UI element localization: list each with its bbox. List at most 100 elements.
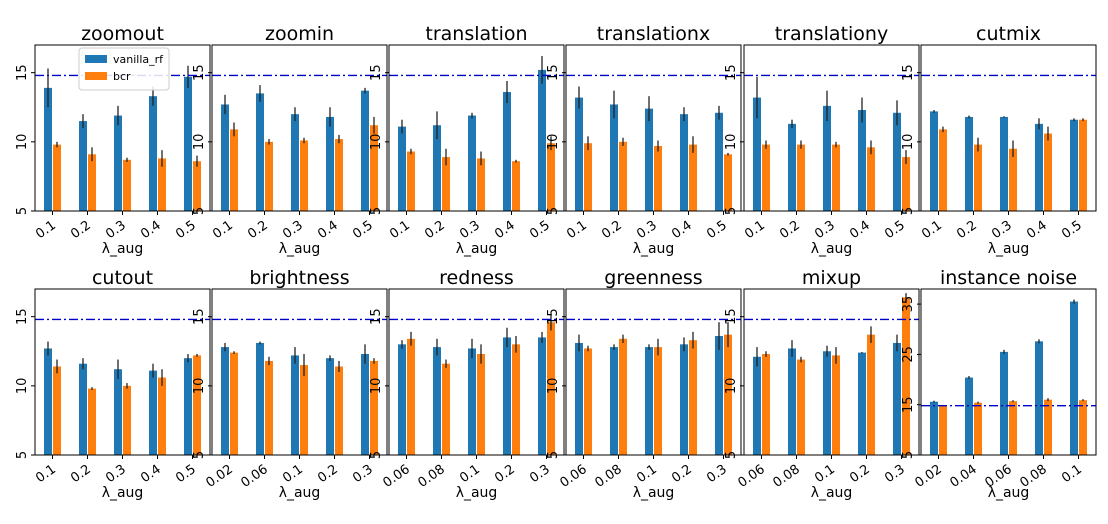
x-tick-label: 0.5 [350,218,376,242]
bar-bcr-0.06 [1009,401,1017,455]
x-axis-label: λ_aug [102,485,144,501]
bar-bcr-0.2 [442,157,450,211]
bar-bcr-0.1 [53,366,61,455]
bar-bcr-0.2 [512,344,520,455]
bar-vanilla_rf-0.3 [538,337,546,455]
bar-bcr-0.08 [619,338,627,455]
y-tick-label: 15 [724,308,739,325]
subplot-title: redness [439,267,514,289]
subplot-brightness: brightness 5 10 15 0.02 0.06 0.1 0.2 0.3 λ_aug [192,267,388,501]
subplot-translation: translation 5 10 15 0.1 0.2 0.3 0.4 0.5 λ_aug [369,23,565,257]
x-axis-label: λ_aug [633,485,675,501]
bar-vanilla_rf-0.4 [503,92,511,211]
y-tick-label: 15 [546,64,561,81]
bar-bcr-0.5 [547,143,555,211]
x-tick-label: 0.2 [492,462,518,486]
subplot-redness: redness 5 10 15 0.06 0.08 0.1 0.2 0.3 λ_aug [369,267,565,501]
y-tick-label: 15 [15,308,30,325]
bar-vanilla_rf-0.06 [1000,351,1008,455]
x-axis-label: λ_aug [279,241,321,257]
bar-bcr-0.1 [939,129,947,211]
y-tick-label: 15 [724,64,739,81]
subplot-title: translation [425,23,527,45]
bar-vanilla_rf-0.3 [893,342,901,455]
bar-vanilla_rf-0.4 [149,96,157,211]
bar-vanilla_rf-0.06 [575,342,583,455]
bar-vanilla_rf-0.1 [1070,301,1078,455]
subplot-title: zoomin [265,23,334,45]
y-tick-label: 5 [901,207,916,215]
bar-vanilla_rf-0.4 [149,370,157,455]
x-tick-label: 0.4 [138,462,164,486]
x-tick-label: 0.5 [527,218,553,242]
subplot-mixup: mixup 5 10 15 0.06 0.08 0.1 0.2 0.3 λ_aug [724,267,920,501]
y-tick-label: 15 [546,308,561,325]
y-tick-label: 5 [901,451,916,459]
subplot-title: cutout [92,267,153,289]
x-tick-label: 0.2 [954,218,980,242]
y-tick-label: 10 [546,378,561,395]
bar-vanilla_rf-0.2 [610,104,618,211]
y-tick-label: 10 [369,378,384,395]
bar-vanilla_rf-0.3 [1000,116,1008,211]
bar-bcr-0.3 [123,385,131,455]
bar-vanilla_rf-0.2 [503,337,511,455]
bar-bcr-0.06 [265,360,273,455]
bar-vanilla_rf-0.2 [965,116,973,211]
x-tick-label: 0.1 [457,462,483,486]
x-tick-label: 0.4 [492,218,518,242]
x-tick-label: 0.2 [777,218,803,242]
x-tick-label: 0.3 [457,218,483,242]
y-tick-label: 15 [369,64,384,81]
bar-vanilla_rf-0.5 [184,358,192,455]
y-tick-label: 5 [724,207,739,215]
y-tick-label: 10 [369,134,384,151]
x-tick-label: 0.1 [280,462,306,486]
bar-bcr-0.2 [265,141,273,211]
bar-bcr-0.2 [974,144,982,211]
bar-vanilla_rf-0.2 [256,93,264,211]
bar-bcr-0.08 [797,359,805,455]
y-tick-label: 10 [192,134,207,151]
x-tick-label: 0.2 [315,462,341,486]
x-tick-label: 0.1 [634,462,660,486]
y-tick-label: 5 [15,451,30,459]
bar-bcr-0.1 [762,144,770,211]
x-tick-label: 0.2 [422,218,448,242]
axes-frame [743,44,920,212]
bar-bcr-0.3 [370,360,378,455]
bar-bcr-0.1 [477,354,485,455]
y-tick-label: 10 [15,134,30,151]
axes-frame [920,44,1097,212]
bar-bcr-0.4 [158,377,166,455]
bar-bcr-0.3 [724,334,732,455]
y-tick-label: 5 [546,451,561,459]
bar-vanilla_rf-0.1 [468,348,476,455]
subplot-zoomout: zoomout 5 10 15 0.1 0.2 0.3 0.4 0.5 λ_aug vanilla_… [15,23,211,257]
bar-vanilla_rf-0.06 [398,344,406,455]
x-tick-label: 0.3 [704,462,730,486]
bar-bcr-0.4 [158,158,166,211]
x-tick-label: 0.2 [68,462,94,486]
bar-bcr-0.2 [88,388,96,455]
bar-vanilla_rf-0.4 [1035,123,1043,211]
subplot-title: translationx [597,23,710,45]
bar-bcr-0.2 [797,144,805,211]
subplot-title: translationy [775,23,888,45]
y-tick-label: 5 [369,451,384,459]
bar-bcr-0.3 [1009,148,1017,211]
x-tick-label: 0.1 [564,218,590,242]
bar-vanilla_rf-0.2 [326,358,334,455]
subplot-greenness: greenness 5 10 15 0.06 0.08 0.1 0.2 0.3 λ_aug [546,267,742,501]
x-tick-label: 0.1 [387,218,413,242]
bar-bcr-0.3 [832,144,840,211]
bar-bcr-0.5 [193,161,201,211]
bar-bcr-0.4 [867,147,875,211]
bar-vanilla_rf-0.1 [575,97,583,211]
bar-vanilla_rf-0.2 [858,352,866,455]
bar-bcr-0.1 [53,144,61,211]
legend-label-vanilla_rf: vanilla_rf [113,53,164,66]
x-tick-label: 0.4 [315,218,341,242]
x-axis-label: λ_aug [102,241,144,257]
bar-vanilla_rf-0.5 [893,112,901,211]
